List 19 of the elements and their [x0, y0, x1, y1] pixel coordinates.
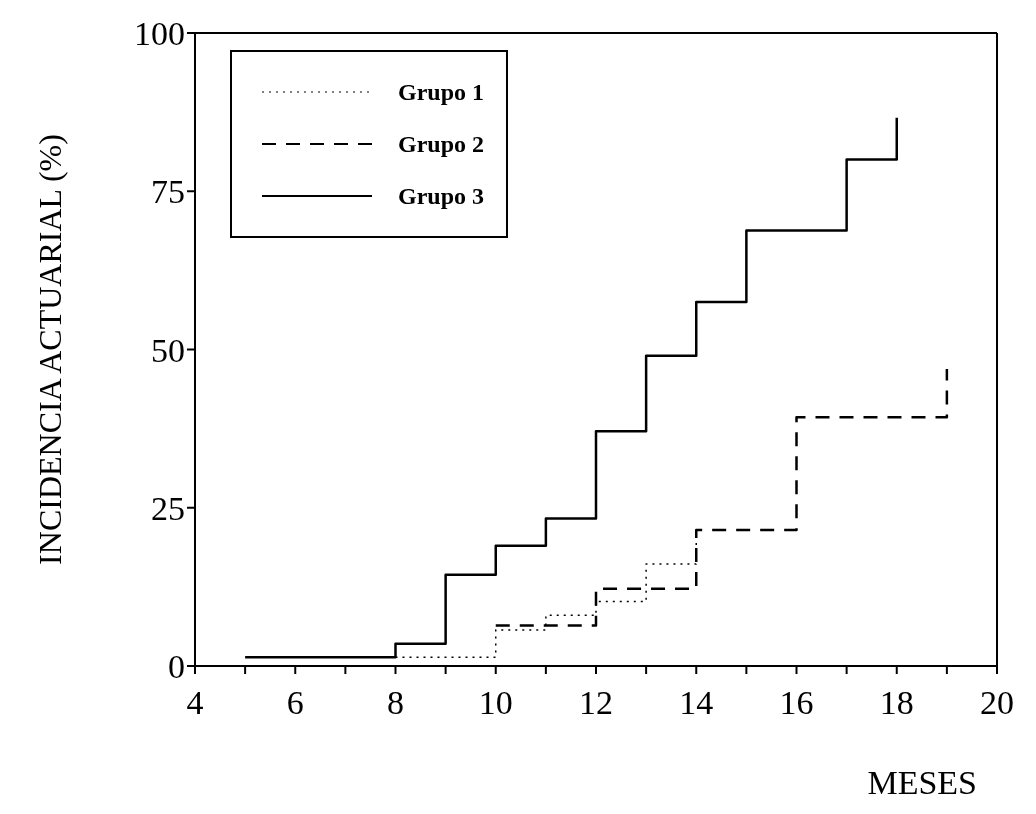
x-tick-label: 12	[579, 684, 613, 722]
x-tick-label: 6	[286, 684, 304, 722]
legend-label: Grupo 1	[398, 78, 485, 106]
x-tick-label: 14	[679, 684, 714, 722]
x-tick-label: 10	[478, 684, 513, 722]
x-tick-label: 4	[186, 684, 204, 722]
y-tick-label: 75	[151, 173, 185, 211]
x-axis-title: MESES	[867, 764, 977, 801]
x-tick-label: 18	[879, 684, 914, 722]
y-tick-label: 25	[151, 489, 185, 527]
x-tick-label: 20	[980, 684, 1014, 722]
x-tick-label: 16	[779, 684, 814, 722]
y-axis-title: INCIDENCIA ACTUARIAL (%)	[32, 134, 69, 565]
legend-label: Grupo 2	[398, 130, 485, 158]
y-tick-label: 0	[168, 648, 185, 686]
x-tick-label: 8	[387, 684, 404, 722]
y-tick-label: 100	[134, 15, 185, 53]
legend-label: Grupo 3	[398, 182, 485, 210]
y-tick-label: 50	[151, 331, 185, 369]
